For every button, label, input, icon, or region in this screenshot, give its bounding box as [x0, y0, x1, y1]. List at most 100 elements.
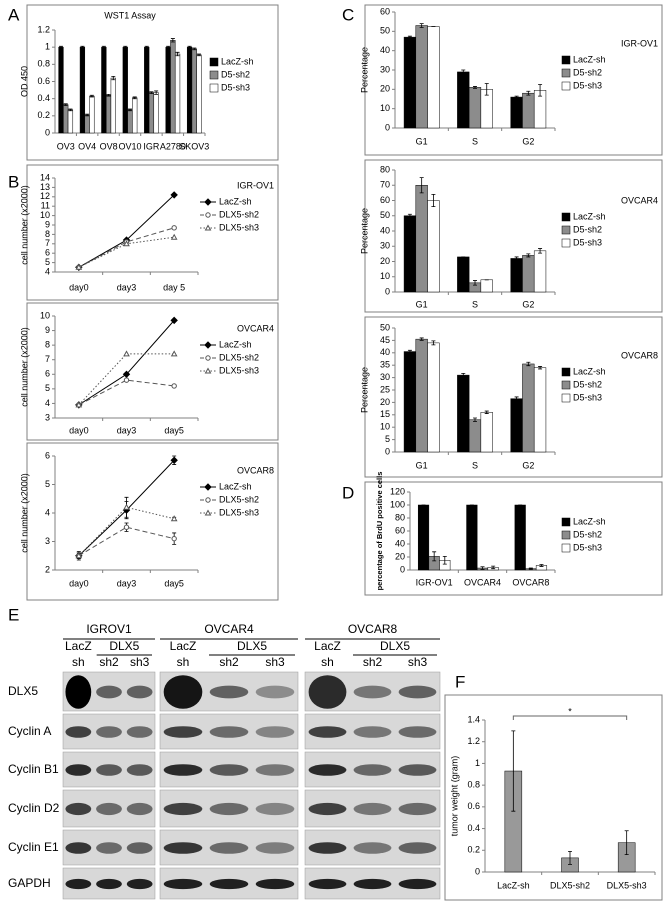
blot-band	[65, 878, 92, 890]
blot-band	[65, 842, 92, 854]
error-bar	[187, 45, 192, 49]
legend-label: D5-sh3	[573, 392, 602, 402]
bar	[148, 92, 155, 134]
blot-row-label: Cyclin D2	[8, 801, 60, 815]
blot-lane-label: sh2	[99, 655, 119, 669]
y-tick-label: 10	[380, 271, 390, 281]
blot-band	[126, 802, 153, 816]
bar	[79, 46, 86, 134]
error-bar	[68, 108, 73, 112]
x-tick-label: OV10	[118, 141, 141, 151]
blot-band	[255, 764, 295, 776]
blot-group-label: IGROV1	[86, 622, 132, 636]
error-bar	[514, 256, 519, 261]
bar	[403, 351, 417, 453]
y-tick-label: 8	[45, 229, 50, 239]
legend-swatch	[561, 367, 571, 377]
blot-band	[398, 764, 437, 776]
y-tick-label: 1	[45, 42, 50, 52]
y-tick-label: 60	[380, 195, 390, 205]
error-bar	[111, 75, 116, 81]
legend-label: LacZ-sh	[573, 54, 606, 64]
bar	[127, 109, 133, 134]
bar	[427, 26, 440, 129]
legend-marker	[204, 509, 212, 516]
y-tick-label: 1	[475, 758, 480, 768]
x-tick-label: OV4	[78, 141, 96, 151]
blot-band	[126, 685, 153, 699]
y-axis-label: percentage of BrdU positive cells	[375, 472, 384, 591]
legend-label: D5-sh2	[221, 69, 250, 79]
chart-frame	[364, 481, 663, 596]
blot-band	[353, 726, 392, 738]
blot-band	[308, 842, 347, 854]
y-tick-label: 20	[380, 84, 390, 94]
error-bar	[419, 23, 424, 28]
y-tick-label: 6	[45, 248, 50, 258]
blot-band	[126, 726, 153, 738]
error-bar	[123, 45, 128, 49]
blot-band	[96, 764, 122, 776]
blot-band	[398, 878, 437, 890]
blot-band	[163, 842, 203, 854]
legend-title: IGR-OV1	[621, 38, 658, 48]
x-tick-label: day0	[69, 578, 89, 588]
legend-marker	[205, 497, 211, 503]
blot-group-label: OVCAR4	[204, 622, 254, 636]
blot-band	[398, 726, 437, 738]
error-bar	[624, 830, 629, 856]
x-tick-label: S	[472, 460, 478, 470]
y-tick-label: 0.6	[37, 76, 50, 86]
bar	[170, 40, 176, 134]
blot-lane-label: sh	[321, 655, 334, 669]
blot-lane-label: LacZ	[314, 639, 341, 653]
y-tick-label: 1.4	[467, 714, 480, 724]
y-tick-label: 50	[380, 322, 390, 332]
y-tick-label: 4	[45, 398, 50, 408]
legend-marker	[204, 198, 212, 206]
y-tick-label: 15	[380, 409, 390, 419]
error-bar	[514, 95, 519, 99]
error-bar	[538, 84, 543, 97]
y-tick-label: 0.8	[467, 780, 480, 790]
error-bar	[480, 566, 485, 570]
y-tick-label: 80	[380, 164, 390, 174]
y-tick-label: 0	[400, 564, 405, 574]
bar	[403, 215, 417, 293]
legend-swatch	[561, 81, 571, 91]
line	[78, 227, 175, 268]
x-tick-label: OVCAR8	[512, 577, 549, 587]
data-point	[170, 456, 178, 464]
x-tick-label: S	[472, 299, 478, 309]
blot-band	[398, 802, 437, 816]
line	[78, 379, 175, 406]
blot-band	[255, 878, 295, 890]
error-bar	[63, 103, 68, 106]
blot-lane-label: LacZ	[170, 639, 197, 653]
legend-label: DLX5-sh3	[219, 365, 259, 375]
bar	[186, 46, 193, 134]
error-bar	[89, 94, 94, 98]
legend-label: D5-sh2	[573, 529, 602, 539]
y-tick-label: 4	[45, 266, 50, 276]
x-tick-label: A2780	[160, 141, 186, 151]
legend-swatch	[561, 68, 571, 78]
blot-band	[126, 842, 153, 854]
legend-title: OVCAR4	[621, 195, 658, 205]
error-bar	[461, 69, 466, 75]
legend-label: DLX5-sh3	[219, 507, 259, 517]
bar	[415, 185, 428, 293]
x-tick-label: day3	[117, 578, 137, 588]
blot-lane-label: DLX5	[237, 639, 267, 653]
line	[78, 353, 175, 406]
error-bar	[526, 90, 531, 96]
legend-label: LacZ-sh	[573, 211, 606, 221]
bar	[480, 279, 493, 293]
y-tick-label: 6	[45, 369, 50, 379]
bar	[196, 54, 202, 134]
error-bar	[511, 730, 516, 812]
y-tick-label: 9	[45, 325, 50, 335]
data-point	[170, 316, 178, 325]
y-tick-label: 40	[395, 538, 405, 548]
bar	[415, 338, 428, 453]
